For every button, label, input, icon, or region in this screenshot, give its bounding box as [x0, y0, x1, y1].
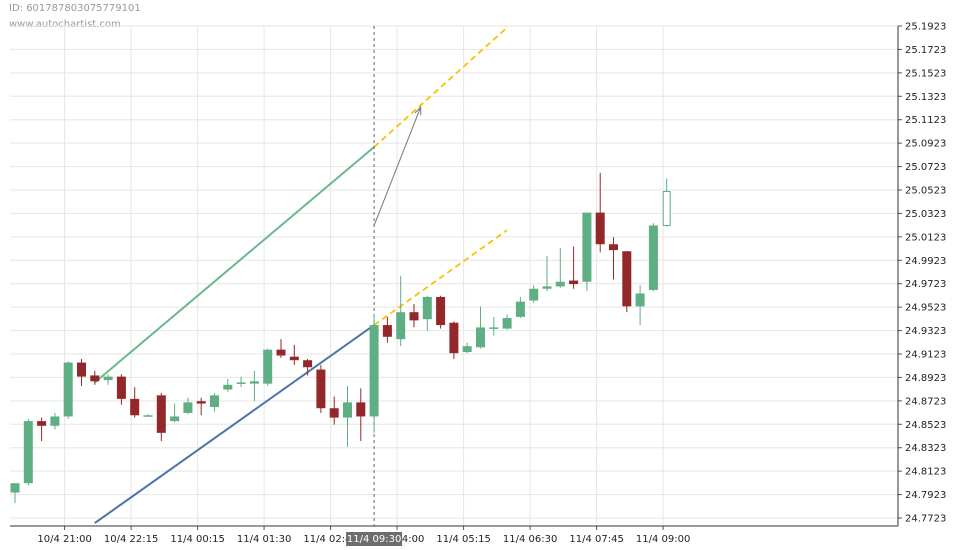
candle-body [10, 483, 20, 493]
y-tick-label: 24.8523 [905, 420, 946, 431]
candle-body [422, 296, 432, 320]
candle-body [529, 288, 539, 301]
y-tick-label: 24.8123 [905, 467, 946, 478]
candle-body [116, 376, 126, 399]
candle-body [276, 349, 286, 356]
candle-body [236, 382, 246, 384]
candle-body [90, 375, 100, 382]
candle-body [77, 362, 86, 377]
x-tick-label: 11/4 02:45 [303, 534, 357, 545]
candle-body [502, 318, 512, 329]
y-tick-label: 24.9323 [905, 326, 946, 337]
x-tick-label: 11/4 09:00 [636, 534, 690, 545]
candle-body [143, 415, 153, 417]
candle-body [196, 401, 206, 404]
candle-body [130, 398, 140, 416]
candle-body [409, 312, 419, 321]
grid-layer [10, 25, 898, 526]
y-tick-label: 25.1323 [905, 92, 946, 103]
x-tick-label: 11/4 01:30 [237, 534, 291, 545]
candle-body [23, 421, 33, 484]
projection-upper-line [373, 26, 508, 148]
axis-layer: 25.1923 25.1723 25.1523 25.1323 25.1123 25.09… [10, 22, 946, 546]
candle-body [343, 402, 352, 418]
y-tick-label: 25.0723 [905, 162, 946, 173]
current-time-label: 11/4 09:30 [347, 534, 401, 545]
y-tick-label: 24.9723 [905, 279, 946, 290]
candle-body [609, 244, 618, 251]
candle-body [103, 376, 113, 381]
projection-lower-line [373, 229, 508, 326]
candle-body [356, 402, 366, 417]
x-tick-label: 10/4 21:00 [37, 534, 91, 545]
y-tick-label: 25.0123 [905, 232, 946, 243]
y-tick-label: 24.8923 [905, 373, 946, 384]
candle-body [462, 346, 472, 353]
candle-body [369, 325, 379, 417]
y-tick-label: 24.8323 [905, 443, 946, 454]
candle-layer [10, 172, 671, 504]
y-tick-label: 25.1123 [905, 115, 946, 126]
x-tick-label: 11/4 07:45 [569, 534, 623, 545]
y-tick-label: 25.1523 [905, 68, 946, 79]
candle-body [489, 327, 499, 329]
candle-body [210, 395, 219, 408]
target-arrow-head [414, 105, 422, 116]
y-tick-label: 24.7923 [905, 490, 946, 501]
y-tick-label: 25.0923 [905, 139, 946, 150]
candle-body [449, 322, 459, 354]
target-arrow-line [373, 106, 422, 226]
x-tick-label: 11/4 00:15 [170, 534, 224, 545]
candle-body [249, 381, 259, 384]
y-tick-label: 25.0323 [905, 209, 946, 220]
channel-layer [94, 26, 508, 526]
candle-body [223, 384, 233, 390]
x-tick-label: 11/4 05:15 [436, 534, 490, 545]
candle-body [263, 349, 273, 384]
y-tick-label: 24.9523 [905, 303, 946, 314]
candle-body [50, 416, 60, 426]
current-time-label-bg [346, 532, 403, 546]
candle-body [582, 212, 592, 282]
y-tick-label: 24.9123 [905, 350, 946, 361]
candle-body [303, 360, 313, 368]
candle-body [542, 286, 552, 289]
candle-body [648, 225, 658, 290]
y-tick-label: 25.1923 [905, 22, 946, 33]
candle-body [396, 312, 406, 340]
candle-body [289, 356, 299, 361]
candle-body [595, 212, 605, 245]
y-tick-label: 24.8723 [905, 396, 946, 407]
candle-body [555, 281, 565, 287]
y-tick-label: 24.9923 [905, 256, 946, 267]
projected-candle-body [662, 191, 671, 226]
y-tick-label: 25.1723 [905, 45, 946, 56]
candle-body [183, 402, 193, 413]
y-tick-label: 25.0523 [905, 186, 946, 197]
candle-body [569, 280, 579, 285]
candle-body [156, 395, 166, 433]
x-tick-label: 11/4 06:30 [503, 534, 557, 545]
channel-upper-line [94, 146, 375, 384]
candle-body [382, 325, 392, 337]
x-tick-label: 10/4 22:15 [104, 534, 158, 545]
candle-body [622, 251, 632, 307]
site-watermark: www.autochartist.com [9, 19, 121, 30]
candle-body [170, 416, 180, 422]
chart-id-text: ID: 601787803075779101 [9, 3, 141, 14]
candle-body [476, 327, 485, 348]
candle-body [316, 369, 326, 409]
channel-lower-line [94, 324, 375, 524]
candle-body [37, 421, 47, 426]
y-tick-label: 24.7723 [905, 514, 946, 525]
candle-body [329, 408, 339, 418]
candle-body [436, 296, 446, 326]
candle-body [515, 301, 525, 317]
candle-body [635, 293, 645, 307]
candle-body [63, 362, 73, 417]
